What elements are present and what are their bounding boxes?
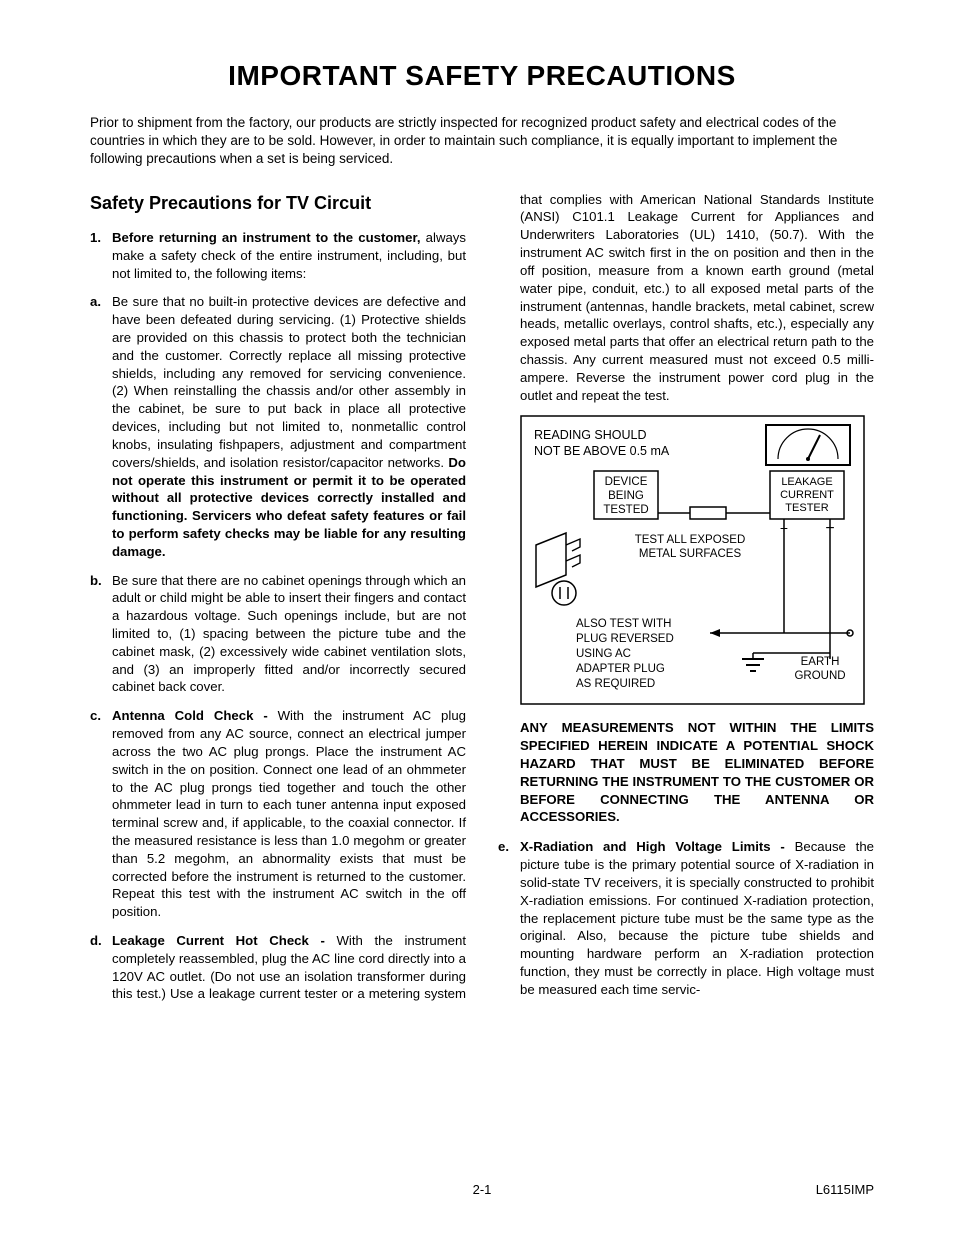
item-text: Because the picture tube is the primary … — [520, 839, 874, 997]
list-item-a: a. Be sure that no built-in protective d… — [90, 293, 466, 560]
diagram-label: USING AC — [576, 648, 631, 660]
item-bold-tail: Do not operate this instrument or permit… — [112, 455, 466, 559]
list-item-c: c. Antenna Cold Check - With the instrum… — [90, 707, 466, 921]
diagram-label: METAL SURFACES — [639, 548, 742, 560]
diagram-label: NOT BE ABOVE 0.5 mA — [534, 444, 670, 458]
diagram-label: ADAPTER PLUG — [576, 663, 665, 675]
outlet-icon — [552, 581, 576, 605]
list-marker: a. — [90, 293, 101, 311]
item-lead: Antenna Cold Check - — [112, 708, 278, 723]
item-text: With the instrument AC plug removed from… — [112, 708, 466, 919]
intro-paragraph: Prior to shipment from the factory, our … — [90, 114, 874, 169]
list-item-1: 1. Before returning an instrument to the… — [90, 229, 466, 282]
diagram-label: TESTER — [785, 502, 828, 514]
item-lead: Before returning an instrument to the cu… — [112, 230, 421, 245]
list-marker: e. — [498, 838, 509, 856]
section-heading: Safety Precautions for TV Circuit — [90, 191, 466, 215]
item-text: Be sure that there are no cabinet openin… — [112, 573, 466, 695]
item-text: Be sure that no built-in protective devi… — [112, 294, 466, 469]
diagram-label: DEVICE — [605, 476, 648, 488]
list-item-e: e. X-Radiation and High Voltage Limits -… — [498, 838, 874, 998]
list-marker: d. — [90, 932, 102, 950]
plug-icon — [536, 533, 580, 587]
leakage-test-diagram: READING SHOULD NOT BE ABOVE 0.5 mA DEVIC… — [520, 415, 874, 705]
list-item-b: b. Be sure that there are no cabinet ope… — [90, 572, 466, 697]
diagram-label: ALSO TEST WITH — [576, 618, 671, 630]
list-marker: b. — [90, 572, 102, 590]
diagram-label: EARTH — [801, 656, 840, 668]
diagram-label: TEST ALL EXPOSED — [635, 534, 746, 546]
item-lead: Leakage Current Hot Check - — [112, 933, 336, 948]
list-marker: c. — [90, 707, 101, 725]
diagram-label: BEING — [608, 490, 644, 502]
diagram-label: PLUG REVERSED — [576, 633, 674, 645]
diagram-label: READING SHOULD — [534, 428, 647, 442]
diagram-label: LEAKAGE — [781, 476, 832, 488]
item-lead: X-Radiation and High Voltage Limits - — [520, 839, 795, 854]
content-columns: Safety Precautions for TV Circuit 1. Bef… — [90, 191, 874, 1007]
warning-paragraph: ANY MEASUREMENTS NOT WITHIN THE LIMITS S… — [520, 719, 874, 826]
diagram-label: CURRENT — [780, 489, 834, 501]
list-marker: 1. — [90, 229, 101, 247]
diagram-label: TESTED — [603, 504, 648, 516]
page-title: IMPORTANT SAFETY PRECAUTIONS — [90, 60, 874, 92]
page-footer: 2-1 L6115IMP — [90, 1182, 874, 1197]
diagram-label: GROUND — [794, 670, 845, 682]
footer-page-number: 2-1 — [90, 1182, 874, 1197]
diagram-label: AS REQUIRED — [576, 678, 655, 690]
